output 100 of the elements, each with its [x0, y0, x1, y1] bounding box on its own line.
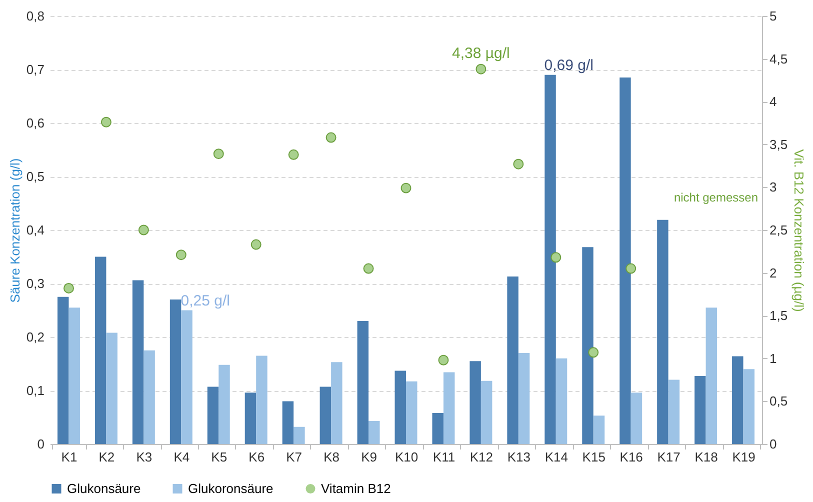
point [213, 148, 224, 160]
point [626, 263, 636, 274]
bar [443, 372, 455, 444]
x-tick-label: K11 [432, 450, 456, 464]
x-tick-label: K10 [394, 450, 418, 464]
y-tick-label: 0,4 [26, 222, 44, 238]
bar [68, 308, 80, 444]
y-tick-label: 0,7 [26, 62, 44, 77]
bar [544, 74, 556, 444]
bar [480, 380, 492, 444]
x-tick-label: K1 [61, 450, 78, 464]
bar [132, 280, 144, 444]
point [288, 149, 299, 160]
bar [207, 386, 219, 444]
y2-tick-label: 2 [770, 265, 777, 280]
point [363, 263, 374, 274]
bar [256, 356, 268, 444]
y2-tick-label: 4 [770, 94, 777, 110]
x-tick-label: K19 [732, 450, 756, 464]
bar [106, 332, 118, 444]
bar [582, 247, 594, 444]
x-tick-label: K18 [694, 450, 718, 464]
point [250, 239, 262, 250]
bar [706, 308, 718, 444]
y2-tick-label: 2,5 [770, 222, 788, 238]
point [100, 116, 112, 128]
bar [668, 380, 680, 444]
x-tick-label: K5 [211, 450, 228, 464]
x-tick-label: K3 [136, 450, 152, 464]
bar [432, 412, 444, 444]
x-tick-label: K2 [98, 450, 115, 464]
bar [507, 276, 518, 444]
x-tick-label: K4 [174, 450, 190, 464]
x-tick-label: K7 [286, 450, 302, 464]
y2-tick-label: 3,5 [770, 136, 788, 152]
bar [320, 386, 332, 444]
y-tick-label: 0 [37, 436, 44, 452]
y-tick-label: 0,5 [26, 169, 44, 184]
y-tick-label: 0,1 [26, 383, 44, 398]
bar [394, 370, 406, 444]
x-tick-label: K12 [470, 450, 494, 464]
bar [732, 356, 744, 444]
bar [470, 361, 481, 444]
bar [282, 401, 294, 444]
y2-tick-label: 5 [770, 8, 777, 24]
bar [181, 310, 192, 444]
bar [657, 220, 668, 444]
point [513, 158, 524, 170]
bar [556, 358, 568, 444]
bar [94, 256, 106, 444]
bar [620, 78, 631, 444]
point [550, 252, 562, 263]
y-tick-label: 0,2 [26, 330, 44, 344]
y-tick-label: 0,8 [26, 8, 44, 24]
point [476, 64, 486, 74]
x-tick-label: K16 [620, 450, 643, 464]
y2-tick-label: 4,5 [770, 51, 788, 66]
bar [630, 392, 642, 444]
point [63, 282, 74, 294]
point [326, 132, 336, 143]
bar [593, 416, 605, 444]
bar [170, 300, 182, 444]
bar [694, 376, 706, 444]
y2-tick-label: 0 [770, 436, 777, 452]
x-tick-label: K17 [657, 450, 680, 464]
legend-label: Vitamin B12 [321, 480, 391, 496]
point [438, 354, 449, 366]
y2-axis-title: Vit. B12 Konzentration (µg/l) [792, 149, 807, 312]
bar [357, 320, 369, 444]
bar [406, 381, 418, 444]
y2-tick-label: 3 [770, 180, 777, 195]
bar [743, 369, 755, 444]
point [138, 224, 149, 236]
point [400, 182, 412, 194]
bar [244, 392, 256, 444]
bar [57, 296, 69, 444]
x-tick-label: K9 [361, 450, 377, 464]
point [588, 347, 599, 358]
point [176, 250, 186, 260]
data-label: 4,38 µg/l [452, 45, 510, 62]
bar [144, 350, 155, 444]
bar [518, 353, 530, 444]
x-tick-label: K15 [582, 450, 606, 464]
x-tick-label: K6 [248, 450, 265, 464]
y-tick-label: 0,3 [26, 276, 44, 291]
bar [218, 364, 230, 444]
bar [294, 426, 305, 444]
y2-tick-label: 0,5 [770, 394, 788, 409]
annotation: nicht gemessen [674, 190, 758, 204]
x-tick-label: K13 [507, 450, 530, 464]
data-label: 0,69 g/l [544, 56, 594, 74]
bar [331, 362, 342, 444]
legend-label: Glukoronsäure [188, 480, 274, 496]
x-tick-label: K14 [544, 450, 568, 464]
bar [368, 420, 380, 444]
y2-tick-label: 1 [770, 350, 777, 366]
x-tick-label: K8 [324, 450, 340, 464]
y-axis-title: Säure Konzentration (g/l) [7, 158, 22, 303]
y2-tick-label: 1,5 [770, 308, 788, 324]
legend-label: Glukonsäure [67, 480, 141, 496]
